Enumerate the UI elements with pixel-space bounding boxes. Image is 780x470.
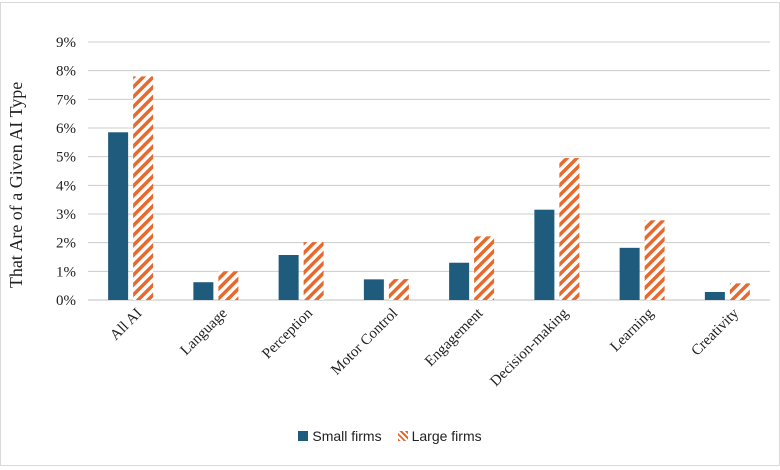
x-tick-label: Learning: [607, 305, 657, 355]
y-axis-label: That Are of a Given AI Type: [6, 82, 26, 288]
legend: Small firms Large firms: [0, 428, 780, 444]
bar-small-firms: [363, 279, 384, 300]
x-tick-labels: All AI Language Perception Motor Control Eng…: [107, 305, 742, 390]
bar-small-firms: [704, 291, 725, 300]
x-tick-label: Decision-making: [487, 305, 572, 390]
bar-large-firms: [644, 220, 665, 300]
bar-small-firms: [193, 282, 214, 300]
legend-item-large-firms: Large firms: [397, 428, 482, 444]
x-tick-label: Creativity: [688, 305, 742, 359]
legend-label-small-firms: Small firms: [312, 428, 382, 444]
x-tick-label: Perception: [259, 305, 316, 362]
bar-large-firms: [303, 242, 324, 300]
y-tick-labels: 0% 1% 2% 3% 4% 5% 6% 7% 8% 9%: [56, 35, 76, 309]
bar-large-firms: [474, 236, 495, 300]
y-tick-label: 7%: [56, 92, 76, 108]
y-tick-label: 6%: [56, 121, 76, 137]
bar-small-firms: [534, 209, 555, 300]
x-tick-label: Motor Control: [328, 306, 401, 379]
bar-large-firms: [559, 158, 580, 300]
bar-small-firms: [449, 262, 470, 300]
bar-large-firms: [133, 76, 154, 301]
bar-small-firms: [108, 132, 129, 300]
legend-label-large-firms: Large firms: [411, 428, 482, 444]
legend-swatch-large-firms: [397, 431, 408, 441]
bar-small-firms: [278, 254, 299, 300]
bar-small-firms: [619, 247, 640, 300]
gridlines: [88, 41, 770, 301]
y-tick-label: 0%: [56, 293, 76, 309]
bar-large-firms: [729, 283, 750, 300]
y-tick-label: 5%: [56, 150, 76, 166]
x-tick-label: Language: [178, 305, 231, 358]
bars: [108, 76, 750, 301]
bar-large-firms: [218, 271, 239, 300]
y-tick-label: 1%: [56, 264, 76, 280]
y-tick-label: 9%: [56, 35, 76, 51]
x-tick-label: All AI: [107, 306, 145, 344]
bar-large-firms: [388, 279, 409, 300]
y-tick-label: 2%: [56, 236, 76, 252]
x-tick-label: Engagement: [422, 305, 487, 370]
legend-swatch-small-firms: [298, 431, 309, 441]
legend-item-small-firms: Small firms: [298, 428, 382, 444]
y-tick-label: 3%: [56, 207, 76, 223]
y-tick-label: 8%: [56, 64, 76, 80]
y-tick-label: 4%: [56, 178, 76, 194]
